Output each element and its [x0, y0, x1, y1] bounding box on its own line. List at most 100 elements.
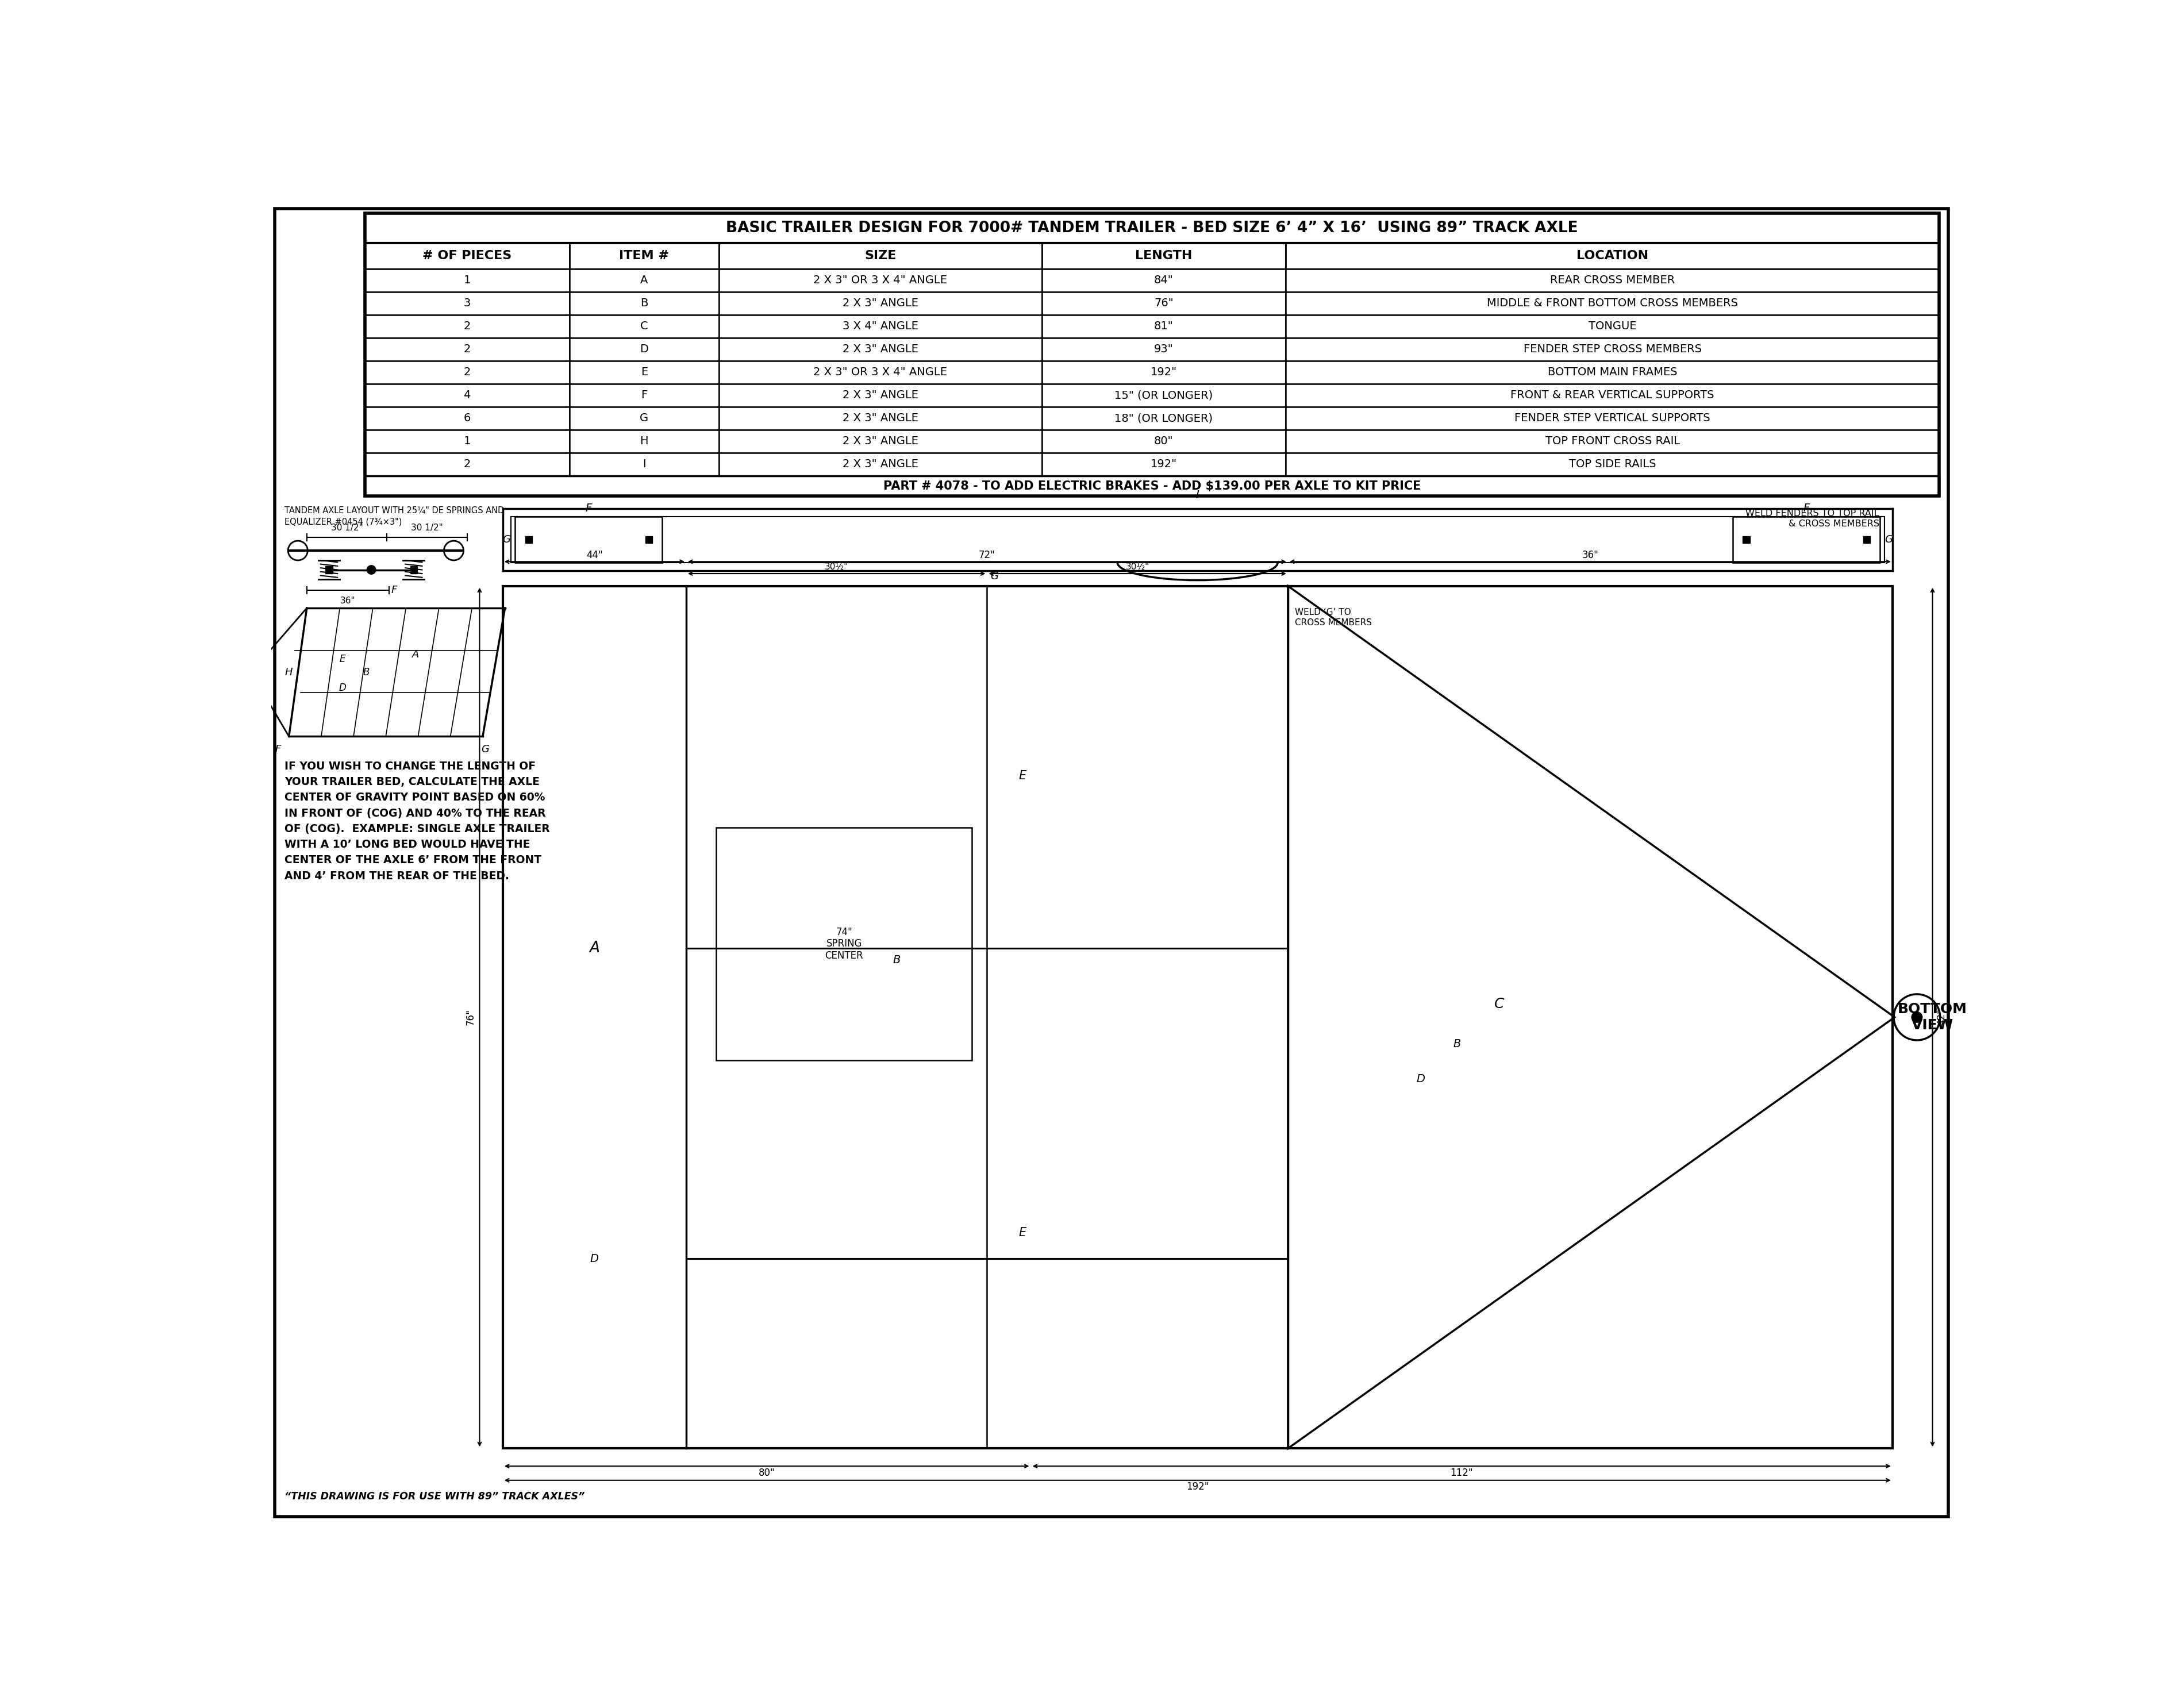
- Bar: [1286, 338, 1939, 360]
- Text: 36": 36": [341, 596, 356, 605]
- Text: BASIC TRAILER DESIGN FOR 7000# TANDEM TRAILER - BED SIZE 6’ 4” X 16’  USING 89” : BASIC TRAILER DESIGN FOR 7000# TANDEM TR…: [727, 220, 1579, 236]
- Text: 192": 192": [1186, 1483, 1208, 1493]
- Circle shape: [1911, 1011, 1922, 1023]
- Bar: [1863, 536, 1870, 543]
- Text: E: E: [1019, 770, 1026, 782]
- Text: E: E: [640, 367, 649, 377]
- Text: 76": 76": [466, 1009, 475, 1025]
- Text: I: I: [1195, 490, 1199, 500]
- Bar: [716, 827, 972, 1061]
- Text: 30 1/2": 30 1/2": [410, 523, 442, 531]
- Text: A: A: [412, 649, 419, 659]
- Bar: [325, 567, 332, 574]
- Text: 2 X 3" ANGLE: 2 X 3" ANGLE: [842, 343, 917, 355]
- Text: F: F: [1802, 504, 1809, 514]
- Bar: [718, 292, 1041, 314]
- Text: A: A: [590, 941, 599, 956]
- Bar: [364, 214, 1939, 243]
- Text: E: E: [338, 654, 345, 664]
- Text: C: C: [640, 321, 649, 331]
- Bar: [1286, 407, 1939, 430]
- Text: 192": 192": [1150, 367, 1178, 377]
- Bar: [1742, 536, 1750, 543]
- Text: WELD ‘G’ TO
CROSS MEMBERS: WELD ‘G’ TO CROSS MEMBERS: [1295, 608, 1371, 627]
- Text: EQUALIZER #0454 (7¾×3"): EQUALIZER #0454 (7¾×3"): [284, 518, 401, 526]
- Bar: [364, 338, 568, 360]
- Text: 1: 1: [464, 436, 471, 447]
- Text: PART # 4078 - TO ADD ELECTRIC BRAKES - ADD $139.00 PER AXLE TO KIT PRICE: PART # 4078 - TO ADD ELECTRIC BRAKES - A…: [883, 480, 1421, 492]
- Text: 81": 81": [1154, 321, 1173, 331]
- Circle shape: [367, 565, 375, 574]
- Text: 84": 84": [1154, 275, 1173, 285]
- Text: TANDEM AXLE LAYOUT WITH 25¼" DE SPRINGS AND: TANDEM AXLE LAYOUT WITH 25¼" DE SPRINGS …: [284, 506, 503, 514]
- Bar: [1041, 292, 1286, 314]
- Text: 18" (OR LONGER): 18" (OR LONGER): [1115, 413, 1212, 424]
- Bar: [568, 384, 718, 407]
- Bar: [1041, 360, 1286, 384]
- Text: 2: 2: [464, 459, 471, 470]
- Bar: [1286, 243, 1939, 268]
- Text: 44": 44": [586, 550, 603, 560]
- Text: 4: 4: [464, 389, 471, 401]
- Bar: [1286, 314, 1939, 338]
- Text: 2 X 3" ANGLE: 2 X 3" ANGLE: [842, 389, 917, 401]
- Text: A: A: [640, 275, 649, 285]
- Text: TOP SIDE RAILS: TOP SIDE RAILS: [1568, 459, 1657, 470]
- Bar: [568, 314, 718, 338]
- Text: TOP FRONT CROSS RAIL: TOP FRONT CROSS RAIL: [1544, 436, 1679, 447]
- Text: SIZE: SIZE: [865, 249, 896, 261]
- Text: 72": 72": [978, 550, 996, 560]
- Text: 80": 80": [759, 1467, 774, 1477]
- Text: FENDER STEP CROSS MEMBERS: FENDER STEP CROSS MEMBERS: [1523, 343, 1703, 355]
- Bar: [364, 268, 568, 292]
- Bar: [718, 268, 1041, 292]
- Bar: [364, 360, 568, 384]
- Bar: [503, 586, 1891, 1448]
- Text: D: D: [590, 1254, 599, 1264]
- Text: 2 X 3" ANGLE: 2 X 3" ANGLE: [842, 436, 917, 447]
- Bar: [516, 516, 662, 562]
- Text: G: G: [640, 413, 649, 424]
- Text: 2 X 3" ANGLE: 2 X 3" ANGLE: [842, 413, 917, 424]
- Text: 2 X 3" ANGLE: 2 X 3" ANGLE: [842, 297, 917, 309]
- Bar: [364, 314, 568, 338]
- Text: 6: 6: [464, 413, 471, 424]
- Text: # OF PIECES: # OF PIECES: [423, 249, 512, 261]
- Text: MIDDLE & FRONT BOTTOM CROSS MEMBERS: MIDDLE & FRONT BOTTOM CROSS MEMBERS: [1488, 297, 1737, 309]
- Bar: [1286, 292, 1939, 314]
- Bar: [410, 567, 416, 574]
- Bar: [364, 384, 568, 407]
- Bar: [1041, 314, 1286, 338]
- Bar: [568, 243, 718, 268]
- Text: 76": 76": [1154, 297, 1173, 309]
- Text: G: G: [1885, 535, 1894, 545]
- Bar: [364, 477, 1939, 495]
- Bar: [1041, 384, 1286, 407]
- Text: B: B: [640, 297, 649, 309]
- Text: B: B: [1453, 1038, 1462, 1049]
- Bar: [364, 292, 568, 314]
- Text: G: G: [503, 535, 510, 545]
- Text: 192": 192": [1150, 459, 1178, 470]
- Bar: [1041, 338, 1286, 360]
- Text: H: H: [284, 668, 293, 678]
- Text: IF YOU WISH TO CHANGE THE LENGTH OF
YOUR TRAILER BED, CALCULATE THE AXLE
CENTER : IF YOU WISH TO CHANGE THE LENGTH OF YOUR…: [284, 760, 551, 881]
- Text: 74"
SPRING
CENTER: 74" SPRING CENTER: [824, 927, 863, 962]
- Text: REAR CROSS MEMBER: REAR CROSS MEMBER: [1551, 275, 1674, 285]
- Text: 15" (OR LONGER): 15" (OR LONGER): [1115, 389, 1212, 401]
- Bar: [568, 430, 718, 453]
- Text: I: I: [642, 459, 646, 470]
- Bar: [1041, 407, 1286, 430]
- Bar: [718, 243, 1041, 268]
- Text: F: F: [390, 586, 397, 596]
- Text: 42": 42": [1937, 1009, 1946, 1025]
- Text: 36": 36": [1581, 550, 1599, 560]
- Text: 3: 3: [464, 297, 471, 309]
- Text: BOTTOM
VIEW: BOTTOM VIEW: [1898, 1003, 1967, 1032]
- Text: 93": 93": [1154, 343, 1173, 355]
- Bar: [568, 268, 718, 292]
- Bar: [1733, 516, 1881, 562]
- Bar: [718, 430, 1041, 453]
- Bar: [1286, 453, 1939, 477]
- Bar: [718, 384, 1041, 407]
